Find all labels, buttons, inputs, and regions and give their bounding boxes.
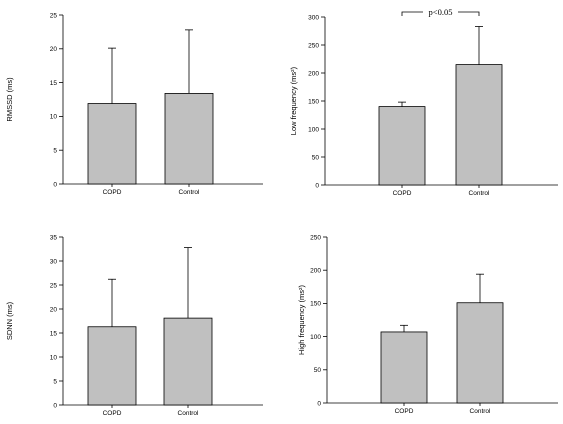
y-tick-label: 0: [317, 400, 321, 407]
y-tick-label: 15: [50, 80, 58, 87]
y-tick-label: 10: [50, 114, 58, 121]
y-tick-label: 100: [308, 126, 319, 133]
y-tick-label: 250: [310, 234, 321, 241]
y-tick-label: 20: [50, 46, 58, 53]
y-tick-label: 50: [314, 367, 322, 374]
y-tick-label: 150: [310, 301, 321, 308]
bar-copd: [87, 103, 137, 185]
bar-control: [456, 302, 504, 404]
y-axis-title: Low frequency (ms²): [289, 66, 298, 135]
x-tick-label: Control: [178, 410, 200, 417]
y-tick-label: 15: [50, 330, 58, 337]
x-tick-label: COPD: [103, 189, 122, 196]
y-tick-label: 0: [315, 182, 319, 189]
panel-low-frequency: 0 50 100 150 200 250 300 COPD Control Low frequen…: [289, 7, 558, 197]
y-tick-label: 200: [308, 70, 319, 77]
significance-bracket: [401, 11, 480, 16]
x-tick-label: Control: [179, 189, 201, 196]
bar-copd: [378, 106, 426, 186]
y-tick-label: 10: [50, 354, 58, 361]
y-tick-label: 100: [310, 334, 321, 341]
bar-copd: [87, 326, 137, 406]
panel-high-frequency: 0 50 100 150 200 250 COPD Control High frequency…: [297, 234, 558, 415]
y-tick-label: 5: [53, 378, 57, 385]
y-tick-label: 0: [53, 402, 57, 409]
y-axis-title: RMSSD (ms): [5, 77, 14, 122]
y-tick-label: 35: [50, 234, 58, 241]
y-tick-label: 20: [50, 306, 58, 313]
x-tick-label: COPD: [103, 410, 122, 417]
bar-copd: [380, 331, 428, 404]
y-tick-label: 300: [308, 14, 319, 21]
x-tick-label: COPD: [393, 190, 412, 197]
bar-control: [163, 317, 213, 406]
bar-control: [455, 64, 503, 186]
y-tick-label: 150: [308, 98, 319, 105]
x-tick-label: COPD: [395, 408, 414, 415]
x-tick-label: Control: [469, 190, 491, 197]
y-tick-label: 200: [310, 268, 321, 275]
panel-rmssd: 0 5 10 15 20 25 COPD Control RMSSD (ms): [5, 12, 263, 196]
y-tick-label: 25: [50, 282, 58, 289]
y-axis-title: SDNN (ms): [5, 301, 14, 340]
panel-sdnn: 0 5 10 15 20 25 30 35 COPD Control SDNN (ms): [5, 234, 263, 417]
y-tick-label: 0: [53, 181, 57, 188]
y-tick-label: 25: [50, 12, 58, 19]
bar-control: [164, 93, 214, 185]
y-tick-label: 50: [312, 154, 320, 161]
significance-label: p<0.05: [429, 7, 453, 17]
y-tick-label: 5: [53, 148, 57, 155]
y-tick-label: 30: [50, 258, 58, 265]
y-tick-label: 250: [308, 42, 319, 49]
x-tick-label: Control: [470, 408, 492, 415]
y-axis-title: High frequency (ms²): [297, 284, 306, 355]
